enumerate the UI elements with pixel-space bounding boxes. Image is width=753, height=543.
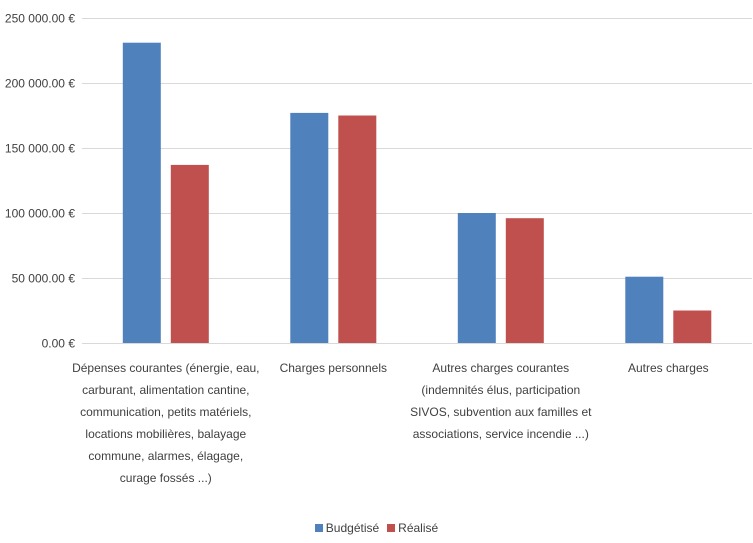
bars — [122, 42, 712, 344]
bar-realise — [338, 115, 377, 343]
bar-budgetise — [122, 42, 161, 343]
legend-label: Budgétisé — [325, 521, 380, 535]
bar-budgetise — [625, 276, 664, 343]
bar-budgetise — [457, 213, 496, 343]
y-tick-label: 250 000.00 € — [5, 12, 75, 26]
legend-swatch — [387, 523, 396, 532]
bar-realise — [505, 218, 544, 343]
y-tick-label: 0.00 € — [42, 337, 76, 351]
legend-item-budgetise: Budgétisé — [314, 521, 380, 535]
y-tick-label: 100 000.00 € — [5, 207, 75, 221]
bar-realise — [170, 164, 209, 343]
legend-swatch — [314, 523, 323, 532]
category-label: Autres charges courantes (indemnités élus… — [410, 361, 592, 441]
bar-budgetise — [290, 112, 329, 344]
category-labels: Dépenses courantes (énergie, eau, carbura… — [72, 361, 709, 485]
legend-item-realise: Réalisé — [387, 521, 438, 535]
legend-label: Réalisé — [398, 521, 439, 535]
y-axis-tick-labels: 0.00 € 50 000.00 € 100 000.00 € 150 000.00 … — [5, 12, 75, 351]
bar-chart: 0.00 € 50 000.00 € 100 000.00 € 150 000.00 … — [5, 12, 752, 485]
legend: Budgétisé Réalisé — [0, 521, 753, 535]
y-tick-label: 150 000.00 € — [5, 142, 75, 156]
y-tick-label: 200 000.00 € — [5, 77, 75, 91]
category-label: Autres charges — [628, 361, 709, 375]
category-label: Dépenses courantes (énergie, eau, carbura… — [72, 361, 259, 485]
bar-realise — [673, 310, 712, 343]
category-label: Charges personnels — [280, 361, 387, 375]
y-tick-label: 50 000.00 € — [12, 272, 76, 286]
